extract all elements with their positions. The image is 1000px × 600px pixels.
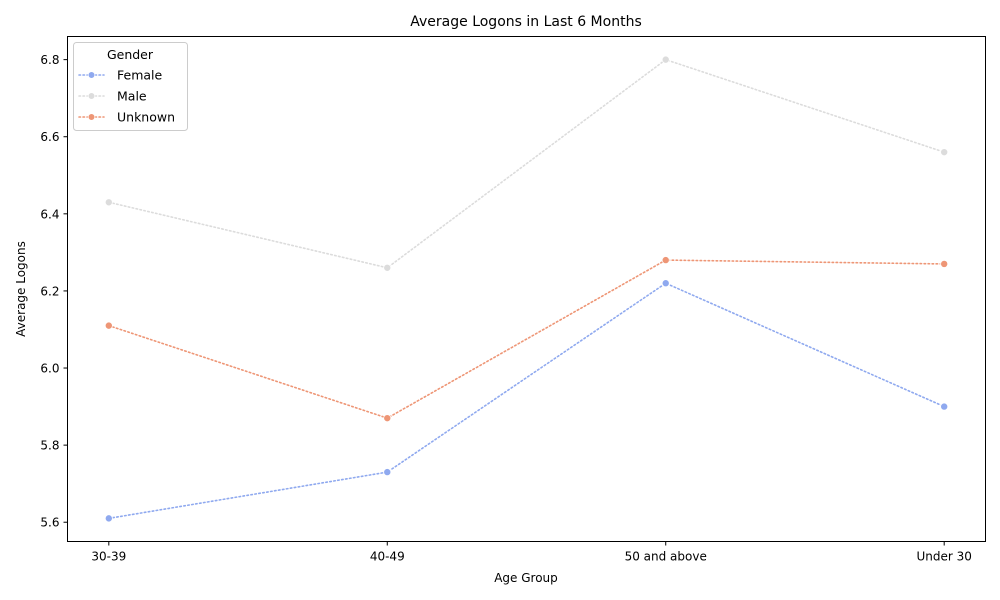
- legend-label-female: Female: [117, 68, 163, 83]
- data-point-unknown: [661, 256, 670, 265]
- y-axis-label: Average Logons: [14, 241, 28, 337]
- x-tick-label: 30-39: [91, 550, 126, 564]
- legend-label-male: Male: [117, 89, 147, 104]
- chart-title: Average Logons in Last 6 Months: [410, 14, 642, 30]
- data-point-unknown: [383, 414, 392, 423]
- legend-title: Gender: [107, 47, 154, 62]
- x-tick-label: Under 30: [916, 550, 971, 564]
- series-line-female: [108, 282, 945, 520]
- y-axis: 5.6 5.8 6.0 6.2 6.4 6.6 6.8: [40, 53, 68, 530]
- data-point-female: [661, 279, 670, 288]
- y-tick-label: 6.6: [40, 130, 59, 144]
- data-point-male: [940, 148, 949, 157]
- y-tick-label: 6.8: [40, 53, 59, 67]
- legend-marker-male: [87, 92, 96, 100]
- y-tick-label: 5.8: [40, 439, 59, 453]
- data-point-male: [104, 198, 113, 207]
- plot-area-frame: [67, 36, 986, 542]
- data-point-female: [940, 402, 949, 411]
- legend-marker-unknown: [87, 113, 96, 121]
- legend-box: [73, 42, 188, 131]
- legend-label-unknown: Unknown: [117, 110, 175, 125]
- legend-items: Female Male Unknown: [78, 68, 175, 125]
- legend-item-male: Male: [78, 89, 147, 104]
- x-axis: 30-39 40-49 50 and above Under 30: [91, 541, 972, 564]
- data-point-unknown: [104, 321, 113, 330]
- y-tick-label: 6.2: [40, 284, 59, 298]
- data-point-female: [383, 468, 392, 477]
- data-point-unknown: [940, 259, 949, 268]
- legend-item-unknown: Unknown: [78, 110, 175, 125]
- legend-item-female: Female: [78, 68, 163, 83]
- x-tick-label: 50 and above: [625, 550, 707, 564]
- series-line-unknown: [108, 259, 945, 420]
- data-point-female: [104, 514, 113, 523]
- data-point-male: [383, 263, 392, 272]
- series-line-male: [108, 58, 945, 269]
- y-tick-label: 6.0: [40, 362, 59, 376]
- series-layer: [104, 55, 949, 523]
- x-axis-label: Age Group: [494, 571, 558, 585]
- data-point-male: [661, 55, 670, 64]
- legend-marker-female: [87, 71, 96, 79]
- x-tick-label: 40-49: [370, 550, 405, 564]
- y-tick-label: 5.6: [40, 516, 59, 530]
- y-tick-label: 6.4: [40, 207, 59, 221]
- legend: Gender Female Male Unknown: [73, 42, 188, 131]
